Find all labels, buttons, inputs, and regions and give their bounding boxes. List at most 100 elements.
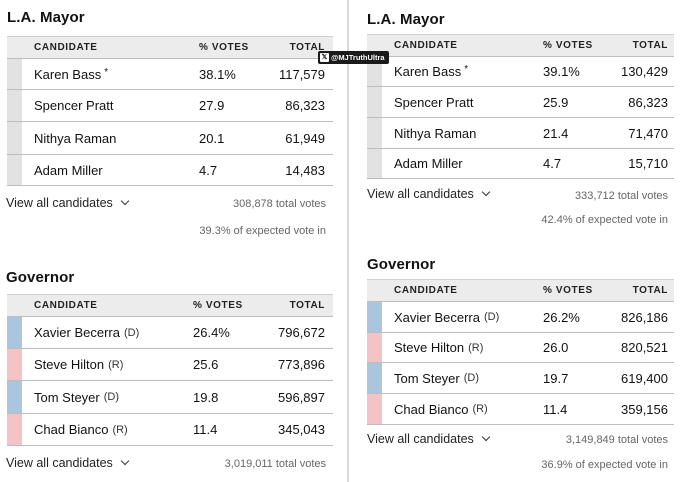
candidate-pct: 4.7 (543, 156, 562, 171)
candidate-total: 773,896 (278, 357, 325, 372)
total-votes: 333,712 total votes (575, 190, 668, 202)
candidate-pct: 21.4 (543, 125, 569, 141)
candidate-pct: 20.1 (199, 130, 225, 146)
candidate-total: 796,672 (278, 325, 325, 340)
candidate-pct: 39.1% (543, 64, 580, 79)
table-row: Xavier Becerra (D) 26.4% 796,672 (7, 317, 333, 349)
candidate-pct: 27.9 (199, 98, 225, 113)
chevron-down-icon (120, 456, 130, 466)
header-total: TOTAL (632, 285, 668, 296)
header-candidate: CANDIDATE (394, 40, 458, 51)
table-row: Karen Bass * 38.1% 117,579 (7, 59, 333, 90)
candidate-name-text: Xavier Becerra (34, 325, 120, 340)
candidate-total: 359,156 (621, 401, 668, 417)
candidate-name: Nithya Raman (394, 125, 477, 141)
candidate-name: Adam Miller (34, 162, 103, 178)
candidate-pct: 11.4 (543, 401, 568, 417)
table-header: CANDIDATE % VOTES TOTAL (367, 35, 674, 57)
candidate-color-bar (7, 59, 22, 89)
party-label: (D) (483, 311, 500, 323)
candidate-pct: 38.1% (199, 66, 236, 82)
candidate-total: 71,470 (628, 125, 668, 141)
right-results-panel: L.A. Mayor CANDIDATE % VOTES TOTAL Karen… (349, 0, 680, 482)
candidate-pct: 19.7 (543, 370, 569, 386)
party-label: (D) (463, 372, 480, 384)
candidate-total: 14,483 (285, 162, 325, 178)
header-pct-votes: % VOTES (199, 42, 249, 53)
view-all-candidates-link[interactable]: View all candidates (367, 187, 491, 201)
table-row: Spencer Pratt 25.9 86,323 (367, 87, 674, 118)
table-row: Nithya Raman 21.4 71,470 (367, 118, 674, 149)
chevron-down-icon (120, 196, 130, 206)
party-color-bar (7, 349, 22, 380)
table-row: Adam Miller 4.7 14,483 (7, 155, 333, 186)
table-row: Tom Steyer (D) 19.8 596,897 (7, 381, 333, 414)
candidate-total: 15,710 (628, 156, 668, 171)
candidate-pct: 25.9 (543, 94, 569, 110)
table-row: Xavier Becerra (D) 26.2% 826,186 (367, 302, 674, 333)
mayor-title: L.A. Mayor (367, 11, 445, 28)
candidate-total: 619,400 (621, 370, 668, 386)
candidate-name: Chad Bianco (R) (34, 414, 128, 445)
party-label: (R) (472, 403, 488, 415)
governor-title: Governor (6, 269, 75, 286)
candidate-total: 117,579 (278, 66, 325, 82)
governor-title: Governor (367, 256, 436, 273)
mayor-results-table: CANDIDATE % VOTES TOTAL Karen Bass * 39.1… (367, 34, 674, 179)
candidate-pct: 11.4 (193, 422, 218, 437)
candidate-name-text: Tom Steyer (34, 389, 100, 405)
view-all-candidates-link[interactable]: View all candidates (367, 432, 491, 446)
party-color-bar (367, 394, 382, 424)
party-color-bar (7, 317, 22, 348)
party-color-bar (7, 414, 22, 445)
view-all-candidates-link[interactable]: View all candidates (6, 196, 130, 210)
view-all-label: View all candidates (367, 187, 474, 201)
candidate-name-text: Xavier Becerra (394, 309, 480, 325)
candidate-name: Tom Steyer (D) (394, 363, 479, 393)
candidate-name-text: Chad Bianco (394, 401, 469, 417)
header-total: TOTAL (289, 300, 325, 311)
watermark-badge: 𝕏 @MJTruthUltra (318, 51, 389, 64)
view-all-candidates-link[interactable]: View all candidates (6, 456, 130, 470)
expected-vote-in: 39.3% of expected vote in (199, 225, 326, 237)
winner-star: * (104, 66, 109, 78)
party-color-bar (367, 302, 382, 332)
mayor-title: L.A. Mayor (7, 9, 85, 26)
party-label: (D) (103, 391, 120, 403)
candidate-name: Steve Hilton (R) (34, 349, 123, 380)
candidate-name: Adam Miller (394, 156, 463, 171)
candidate-name: Tom Steyer (D) (34, 381, 119, 413)
x-logo-icon: 𝕏 (320, 53, 329, 62)
expected-vote-in: 42.4% of expected vote in (541, 214, 668, 226)
candidate-name-text: Karen Bass (34, 66, 102, 82)
candidate-total: 86,323 (628, 94, 668, 110)
candidate-name-text: Steve Hilton (34, 357, 105, 372)
table-header: CANDIDATE % VOTES TOTAL (7, 295, 333, 317)
table-row: Steve Hilton (R) 25.6 773,896 (7, 349, 333, 381)
table-row: Chad Bianco (R) 11.4 359,156 (367, 394, 674, 425)
table-row: Nithya Raman 20.1 61,949 (7, 122, 333, 155)
party-label: (D) (123, 326, 140, 339)
party-color-bar (367, 333, 382, 362)
table-header: CANDIDATE % VOTES TOTAL (7, 37, 333, 59)
chevron-down-icon (481, 187, 491, 197)
candidate-color-bar (367, 149, 382, 178)
candidate-pct: 25.6 (193, 357, 219, 372)
candidate-name: Spencer Pratt (34, 98, 114, 113)
candidate-name: Spencer Pratt (394, 94, 474, 110)
left-results-panel: L.A. Mayor CANDIDATE % VOTES TOTAL Karen… (0, 0, 347, 482)
candidate-name: Xavier Becerra (D) (34, 317, 139, 348)
candidate-pct: 19.8 (193, 389, 219, 405)
expected-vote-in: 36.9% of expected vote in (541, 459, 668, 471)
candidate-name: Xavier Becerra (D) (394, 302, 499, 332)
candidate-total: 826,186 (621, 309, 668, 325)
header-candidate: CANDIDATE (34, 42, 98, 53)
governor-results-table: CANDIDATE % VOTES TOTAL Xavier Becerra (D… (367, 279, 674, 425)
total-votes: 308,878 total votes (233, 198, 326, 210)
candidate-color-bar (7, 90, 22, 121)
candidate-name: Karen Bass * (34, 59, 108, 89)
candidate-name: Karen Bass * (394, 57, 468, 86)
header-pct-votes: % VOTES (193, 300, 243, 311)
candidate-color-bar (7, 155, 22, 185)
candidate-pct: 26.4% (193, 325, 230, 340)
